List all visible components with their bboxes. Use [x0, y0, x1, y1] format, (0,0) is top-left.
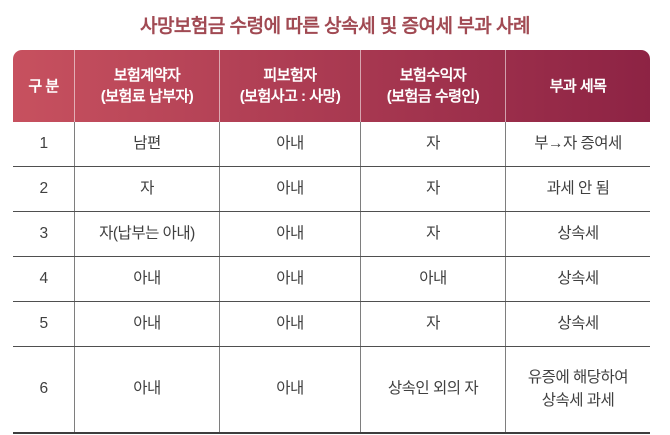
table-row: 1 남편 아내 자 부→자 증여세 [13, 122, 650, 167]
cell-beneficiary: 아내 [361, 257, 506, 301]
page-title: 사망보험금 수령에 따른 상속세 및 증여세 부과 사례 [139, 16, 531, 37]
header-cell-insured: 피보험자 (보험사고 : 사망) [220, 50, 361, 122]
cell-insured: 아내 [220, 347, 361, 432]
cell-beneficiary: 상속인 외의 자 [361, 347, 506, 432]
cell-beneficiary: 자 [361, 212, 506, 256]
cell-no: 5 [13, 302, 75, 346]
cell-policyholder: 아내 [75, 257, 220, 301]
cell-policyholder: 남편 [75, 122, 220, 166]
header-cell-policyholder: 보험계약자 (보험료 납부자) [75, 50, 220, 122]
cell-beneficiary: 자 [361, 167, 506, 211]
cell-no: 4 [13, 257, 75, 301]
table-header-row: 구 분 보험계약자 (보험료 납부자) 피보험자 (보험사고 : 사망) 보험수… [13, 50, 650, 122]
cell-no: 1 [13, 122, 75, 166]
cell-tax: 상속세 [557, 269, 599, 287]
cell-tax: 과세 안 됨 [546, 179, 610, 197]
cell-insured: 아내 [220, 167, 361, 211]
cell-insured: 아내 [220, 302, 361, 346]
header-label: 피보험자 [263, 67, 317, 84]
header-sublabel: (보험금 수령인) [386, 88, 480, 105]
cell-beneficiary: 자 [361, 122, 506, 166]
cell-policyholder: 아내 [75, 347, 220, 432]
table-row: 3 자(납부는 아내) 아내 자 상속세 [13, 212, 650, 257]
cell-policyholder: 아내 [75, 302, 220, 346]
header-cell-beneficiary: 보험수익자 (보험금 수령인) [361, 50, 506, 122]
cell-tax: 상속세 [557, 314, 599, 332]
header-label: 구 분 [28, 77, 59, 95]
cell-insured: 아내 [220, 257, 361, 301]
header-label: 보험계약자 [113, 67, 181, 84]
table-row: 4 아내 아내 아내 상속세 [13, 257, 650, 302]
header-sublabel: (보험사고 : 사망) [239, 88, 341, 105]
header-sublabel: (보험료 납부자) [100, 88, 194, 105]
header-label: 부과 세목 [549, 77, 607, 95]
cell-tax: 유증에 해당하여 상속세 과세 [527, 369, 629, 409]
tax-cases-table: 구 분 보험계약자 (보험료 납부자) 피보험자 (보험사고 : 사망) 보험수… [13, 50, 650, 434]
cell-beneficiary: 자 [361, 302, 506, 346]
header-label: 보험수익자 [399, 67, 467, 84]
cell-policyholder: 자 [75, 167, 220, 211]
table-row: 6 아내 아내 상속인 외의 자 유증에 해당하여 상속세 과세 [13, 347, 650, 434]
cell-tax: 상속세 [557, 224, 599, 242]
cell-no: 3 [13, 212, 75, 256]
cell-policyholder: 자(납부는 아내) [75, 212, 220, 256]
header-cell-category: 구 분 [13, 50, 75, 122]
cell-insured: 아내 [220, 212, 361, 256]
table-row: 5 아내 아내 자 상속세 [13, 302, 650, 347]
header-cell-tax-item: 부과 세목 [506, 50, 650, 122]
table-row: 2 자 아내 자 과세 안 됨 [13, 167, 650, 212]
cell-no: 2 [13, 167, 75, 211]
cell-insured: 아내 [220, 122, 361, 166]
cell-tax: 부→자 증여세 [534, 134, 622, 152]
cell-no: 6 [13, 347, 75, 432]
